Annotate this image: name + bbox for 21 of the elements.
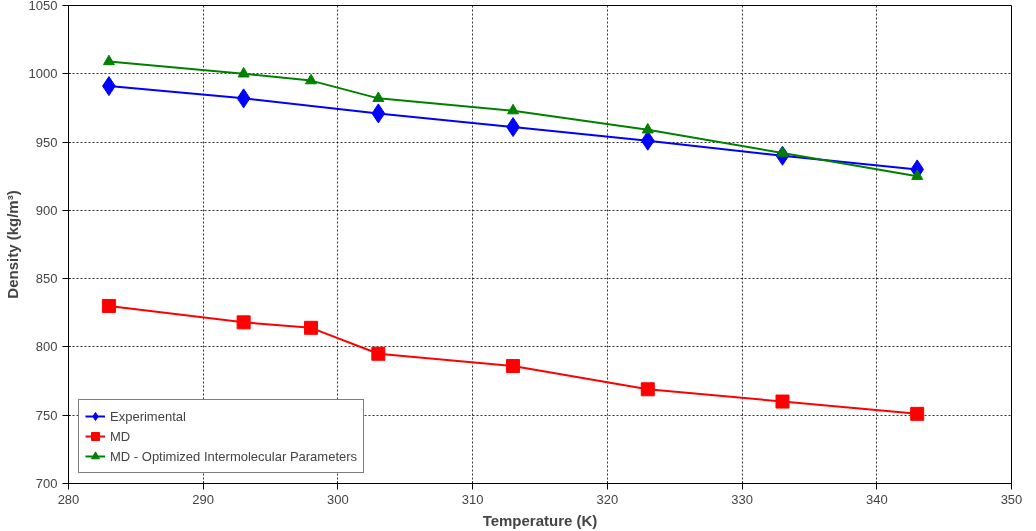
x-axis-title: Temperature (K) — [482, 511, 598, 529]
x-tick-label: 350 — [1000, 491, 1023, 507]
x-tick-label: 280 — [57, 491, 80, 507]
y-tick-label: 1050 — [28, 0, 58, 13]
y-tick-label: 1000 — [28, 66, 58, 82]
x-tick-label: 340 — [865, 491, 888, 507]
x-tick-label: 320 — [596, 491, 619, 507]
y-tick-label: 700 — [35, 476, 58, 491]
x-tick-label: 330 — [731, 491, 753, 507]
y-tick-label: 800 — [35, 339, 58, 355]
y-tick-label: 750 — [35, 407, 58, 423]
x-tick-label: 300 — [327, 491, 349, 507]
y-tick-label: 950 — [35, 134, 58, 150]
y-tick-label: 850 — [35, 271, 58, 287]
legend-label: MD - Optimized Intermolecular Parameters — [110, 447, 358, 466]
x-tick-label: 290 — [192, 491, 215, 507]
legend-label: MD — [110, 427, 131, 446]
x-tick-label: 310 — [461, 491, 484, 507]
y-axis-title: Density (kg/m³) — [3, 190, 21, 299]
legend-label: Experimental — [110, 407, 186, 426]
y-tick-label: 900 — [35, 202, 58, 218]
